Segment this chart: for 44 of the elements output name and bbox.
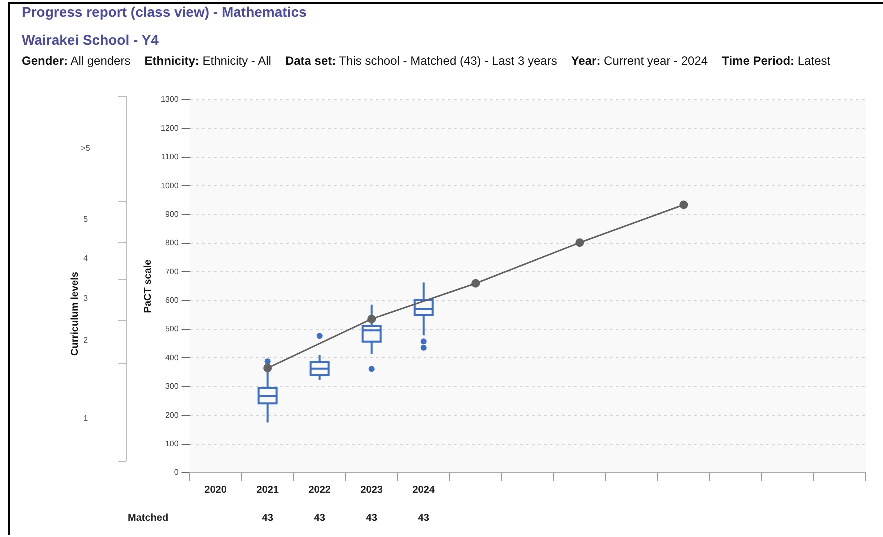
text: Year: Current year - 2024: [571, 54, 708, 68]
y-tick-label: 0: [174, 468, 180, 478]
text: Curriculum levels: [70, 270, 82, 358]
y-tick-label: 900: [165, 210, 180, 219]
y-tick-label: 800: [165, 238, 180, 248]
text: Ethnicity: Ethnicity - All: [144, 54, 272, 68]
x-tick-label: 2023: [360, 484, 384, 496]
point: [368, 314, 376, 324]
y-tick-label: 100: [165, 440, 180, 449]
y-tick-label: 400: [165, 353, 180, 362]
text: 2: [84, 336, 88, 346]
y-tick-label: 1300: [161, 95, 180, 104]
text: Time Period: Latest: [722, 54, 831, 68]
text: 5: [82, 214, 90, 226]
x-tick-label: 2022: [308, 484, 332, 496]
x-tick-label: 2021: [256, 484, 280, 496]
point: [472, 279, 480, 288]
point: [680, 200, 688, 210]
text: 1: [82, 412, 90, 425]
point: [264, 364, 272, 373]
text: Matched: [128, 512, 169, 524]
x-tick-label: 2024: [412, 484, 436, 496]
text: Data set: This school - Matched (43) - Last 3 years: [285, 54, 558, 68]
y-axis-title: PaCT scale: [142, 259, 154, 314]
y-tick-label: 700: [165, 267, 180, 276]
chart-subtitle: Wairakei School - Y4: [22, 32, 160, 48]
text: 43: [366, 512, 378, 524]
text: 43: [314, 512, 326, 524]
y-tick-label: 1000: [161, 181, 180, 190]
point: [576, 238, 584, 248]
y-tick-label: 1100: [162, 152, 180, 162]
x-tick-label: 2020: [204, 484, 228, 496]
y-tick-label: 300: [165, 382, 180, 392]
y-tick-label: 1200: [161, 124, 180, 133]
chart-title: Progress report (class view) - Mathematics: [22, 4, 308, 20]
text: >5: [80, 142, 92, 155]
y-tick-label: 200: [165, 410, 180, 420]
text: 43: [418, 512, 430, 524]
text: Gender: All genders: [22, 54, 131, 68]
text: 43: [262, 512, 274, 524]
y-tick-label: 500: [165, 324, 180, 334]
y-tick-label: 600: [165, 296, 180, 306]
text: 3: [84, 294, 88, 303]
text: 4: [82, 252, 90, 265]
